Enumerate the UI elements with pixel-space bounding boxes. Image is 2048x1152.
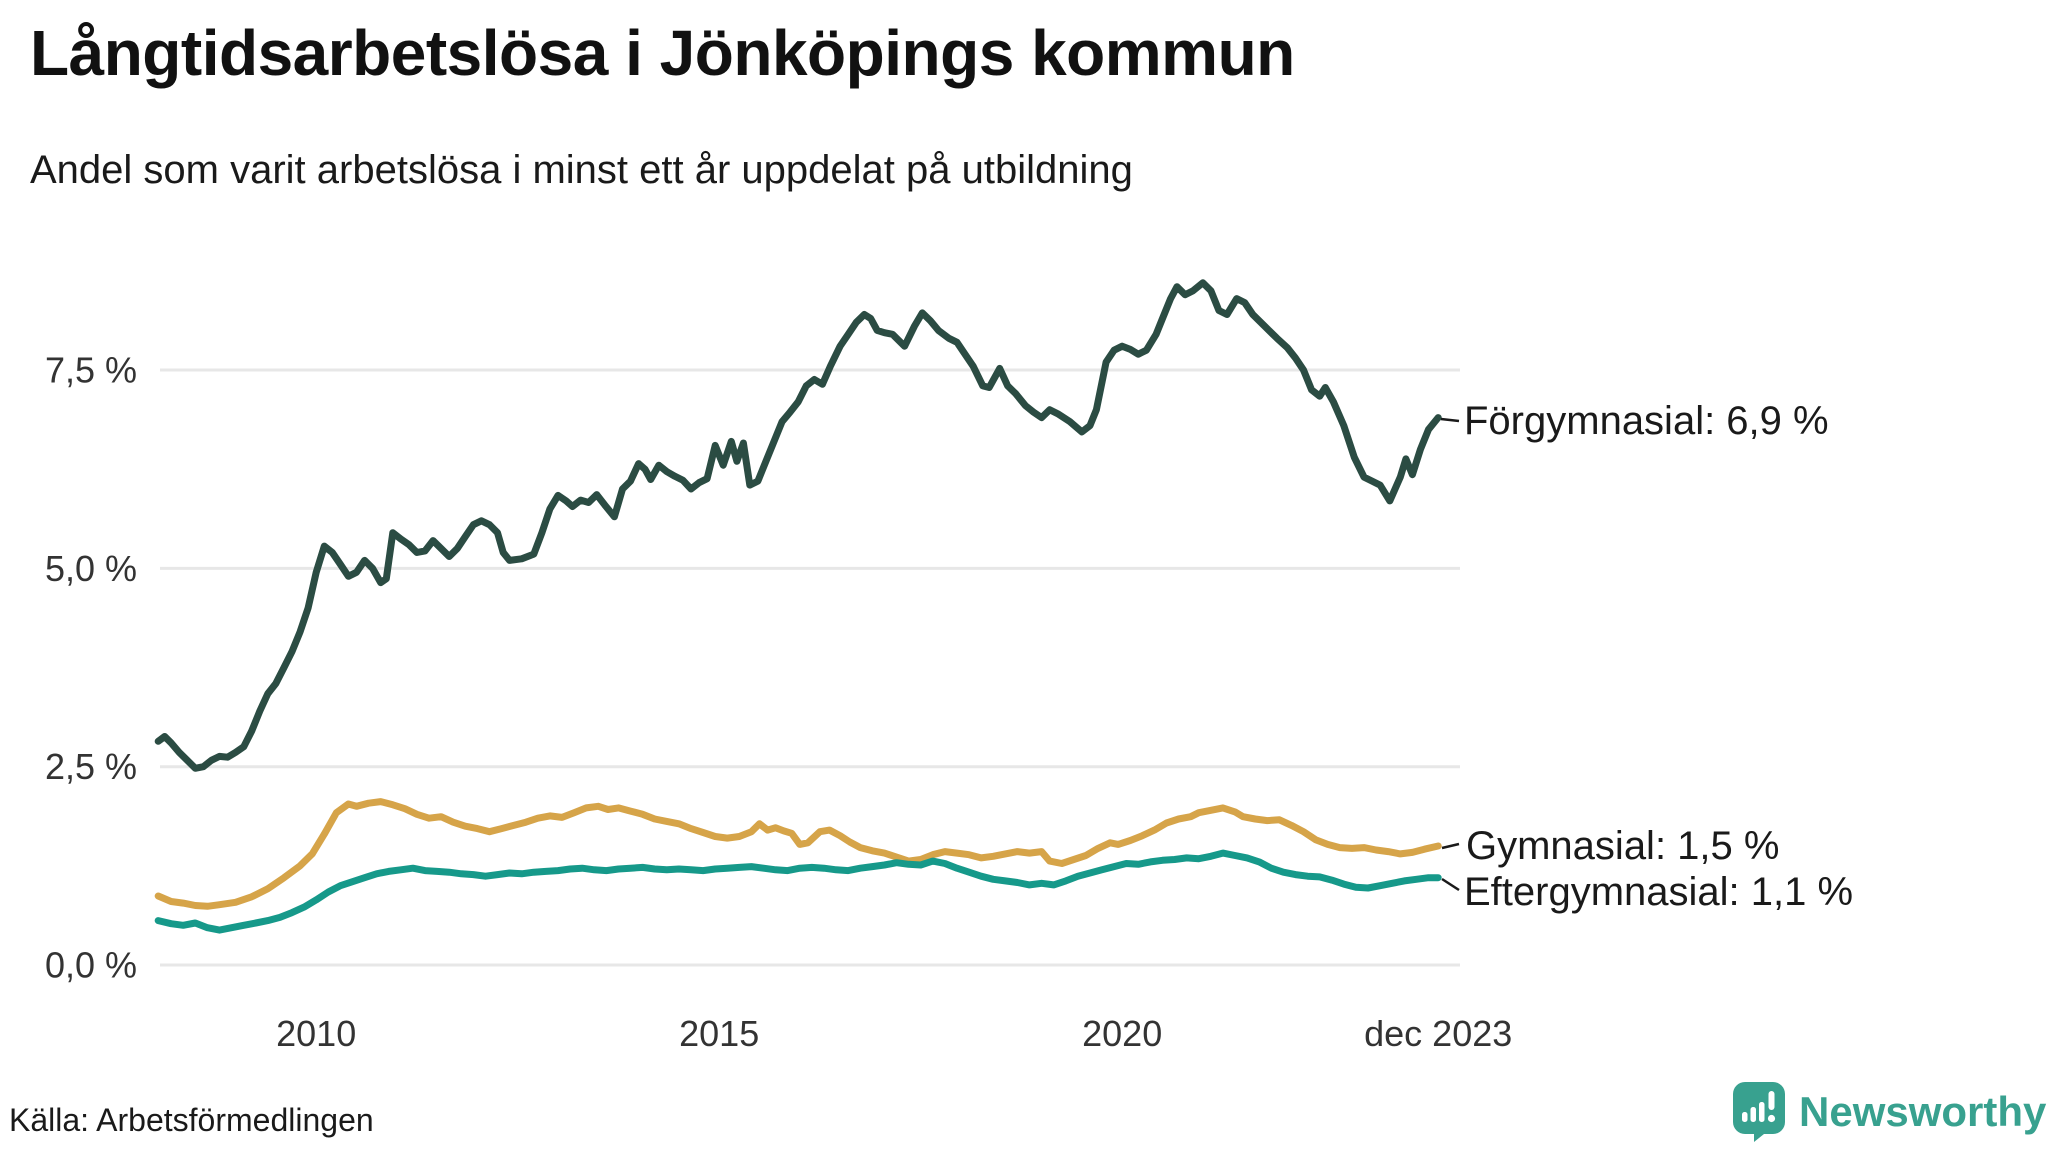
source-note: Källa: Arbetsförmedlingen <box>9 1102 374 1138</box>
y-tick-5-0: 5,0 % <box>45 548 137 589</box>
series-label-eftergymnasial: Eftergymnasial: 1,1 % <box>1464 870 1853 914</box>
series-label-forgymnasial: Förgymnasial: 6,9 % <box>1464 399 1829 443</box>
line-forgymnasial <box>154 279 1442 772</box>
newsworthy-wordmark: Newsworthy <box>1799 1088 2047 1135</box>
connector-forgymnasial <box>1440 417 1460 423</box>
y-tick-0-0: 0,0 % <box>45 945 137 986</box>
line-eftergymnasial <box>154 849 1442 934</box>
chart-title: Långtidsarbetslösa i Jönköpings kommun <box>30 17 1295 89</box>
x-tick-2020: 2020 <box>1082 1013 1162 1054</box>
connector-gymnasial <box>1441 842 1460 850</box>
x-tick-2015: 2015 <box>679 1013 759 1054</box>
x-tick-dec-2023: dec 2023 <box>1364 1013 1512 1054</box>
y-tick-2-5: 2,5 % <box>45 746 137 787</box>
chart-subtitle: Andel som varit arbetslösa i minst ett å… <box>30 148 1133 192</box>
y-tick-7-5: 7,5 % <box>45 350 137 391</box>
speech-bubble-bar-chart-icon <box>1733 1082 1785 1142</box>
series-label-gymnasial: Gymnasial: 1,5 % <box>1466 824 1779 868</box>
connector-eftergymnasial <box>1441 877 1460 892</box>
line-gymnasial <box>154 798 1442 910</box>
newsworthy-logo: Newsworthy <box>1733 1082 2046 1142</box>
x-tick-2010: 2010 <box>276 1013 356 1054</box>
